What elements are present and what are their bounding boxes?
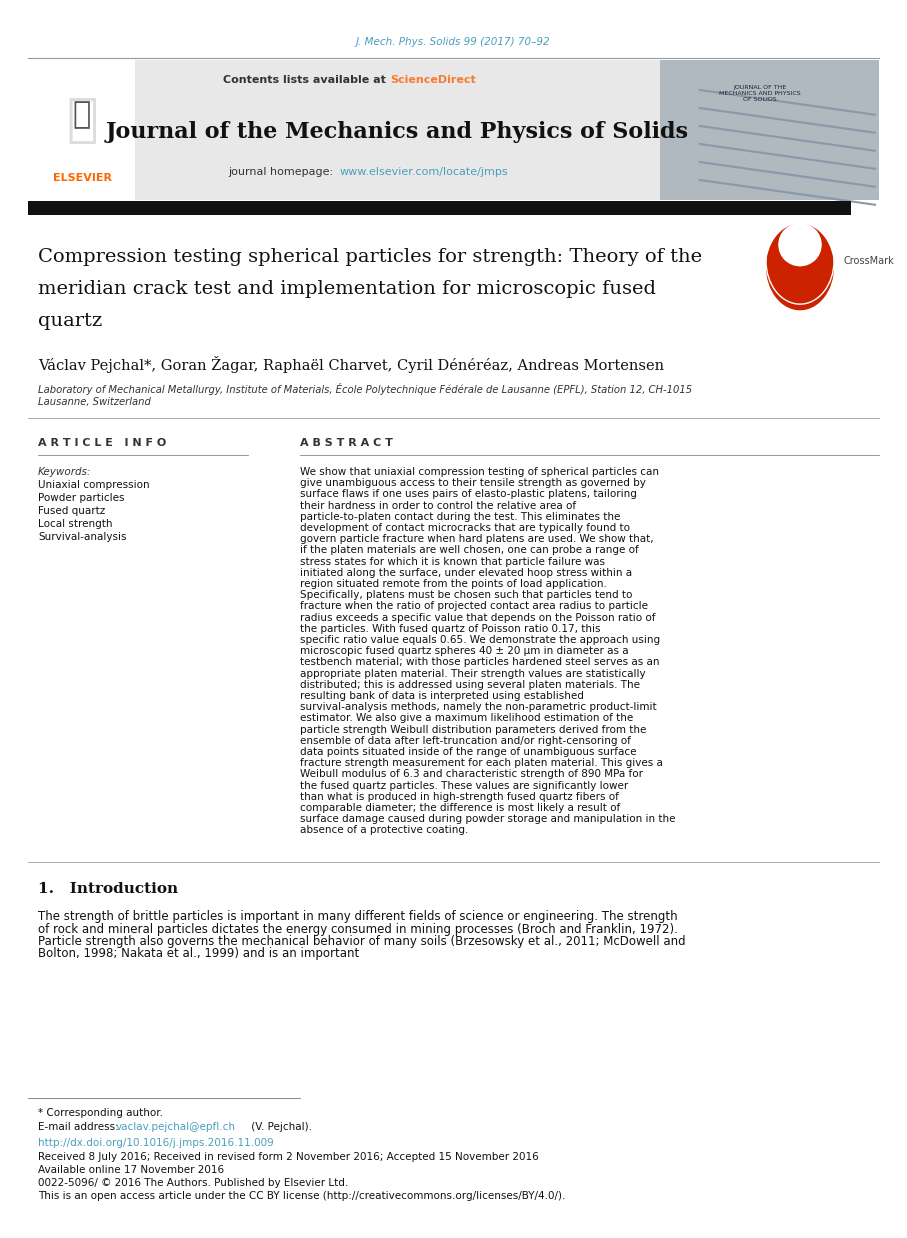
Ellipse shape [773, 249, 827, 305]
Text: (V. Pejchal).: (V. Pejchal). [248, 1122, 312, 1132]
Text: www.elsevier.com/locate/jmps: www.elsevier.com/locate/jmps [340, 167, 509, 177]
Text: initiated along the surface, under elevated hoop stress within a: initiated along the surface, under eleva… [300, 568, 632, 578]
Text: the particles. With fused quartz of Poisson ratio 0.17, this: the particles. With fused quartz of Pois… [300, 624, 600, 634]
Text: their hardness in order to control the relative area of: their hardness in order to control the r… [300, 500, 576, 510]
Text: Laboratory of Mechanical Metallurgy, Institute of Materials, École Polytechnique: Laboratory of Mechanical Metallurgy, Ins… [38, 383, 692, 395]
Text: ELSEVIER: ELSEVIER [53, 173, 112, 183]
Text: distributed; this is addressed using several platen materials. The: distributed; this is addressed using sev… [300, 680, 640, 690]
Text: specific ratio value equals 0.65. We demonstrate the approach using: specific ratio value equals 0.65. We dem… [300, 635, 660, 645]
Text: ScienceDirect: ScienceDirect [390, 76, 476, 85]
Text: estimator. We also give a maximum likelihood estimation of the: estimator. We also give a maximum likeli… [300, 713, 633, 723]
Text: * Corresponding author.: * Corresponding author. [38, 1108, 163, 1118]
Text: E-mail address:: E-mail address: [38, 1122, 122, 1132]
Text: Survival-analysis: Survival-analysis [38, 532, 126, 542]
FancyBboxPatch shape [660, 59, 879, 201]
Text: radius exceeds a specific value that depends on the Poisson ratio of: radius exceeds a specific value that dep… [300, 613, 656, 623]
Text: Journal of the Mechanics and Physics of Solids: Journal of the Mechanics and Physics of … [105, 121, 688, 144]
Text: Particle strength also governs the mechanical behavior of many soils (Brzesowsky: Particle strength also governs the mecha… [38, 935, 686, 948]
Text: fracture when the ratio of projected contact area radius to particle: fracture when the ratio of projected con… [300, 602, 648, 612]
Text: than what is produced in high-strength fused quartz fibers of: than what is produced in high-strength f… [300, 792, 619, 802]
Text: fracture strength measurement for each platen material. This gives a: fracture strength measurement for each p… [300, 758, 663, 769]
Text: govern particle fracture when hard platens are used. We show that,: govern particle fracture when hard plate… [300, 535, 654, 545]
Text: comparable diameter; the difference is most likely a result of: comparable diameter; the difference is m… [300, 803, 620, 813]
Text: This is an open access article under the CC BY license (http://creativecommons.o: This is an open access article under the… [38, 1191, 565, 1201]
Text: Keywords:: Keywords: [38, 467, 92, 477]
FancyBboxPatch shape [135, 59, 660, 201]
Text: ⬛: ⬛ [66, 94, 98, 146]
Text: particle-to-platen contact during the test. This eliminates the: particle-to-platen contact during the te… [300, 511, 620, 521]
Text: region situated remote from the points of load application.: region situated remote from the points o… [300, 579, 607, 589]
Text: http://dx.doi.org/10.1016/j.jmps.2016.11.009: http://dx.doi.org/10.1016/j.jmps.2016.11… [38, 1138, 274, 1148]
Text: the fused quartz particles. These values are significantly lower: the fused quartz particles. These values… [300, 781, 629, 791]
Text: particle strength Weibull distribution parameters derived from the: particle strength Weibull distribution p… [300, 724, 647, 734]
Text: give unambiguous access to their tensile strength as governed by: give unambiguous access to their tensile… [300, 478, 646, 488]
Text: 🌿: 🌿 [73, 100, 91, 130]
Text: JOURNAL OF THE
MECHANICS AND PHYSICS
OF SOLIDS: JOURNAL OF THE MECHANICS AND PHYSICS OF … [719, 85, 801, 102]
Text: Received 8 July 2016; Received in revised form 2 November 2016; Accepted 15 Nove: Received 8 July 2016; Received in revise… [38, 1153, 539, 1162]
Text: J. Mech. Phys. Solids 99 (2017) 70–92: J. Mech. Phys. Solids 99 (2017) 70–92 [356, 37, 551, 47]
FancyBboxPatch shape [28, 59, 135, 201]
Text: Fused quartz: Fused quartz [38, 506, 105, 516]
Text: meridian crack test and implementation for microscopic fused: meridian crack test and implementation f… [38, 280, 656, 298]
Text: A B S T R A C T: A B S T R A C T [300, 438, 393, 448]
Ellipse shape [778, 223, 822, 266]
Ellipse shape [766, 224, 834, 311]
Text: development of contact microcracks that are typically found to: development of contact microcracks that … [300, 522, 630, 534]
Text: journal homepage:: journal homepage: [228, 167, 340, 177]
Text: surface flaws if one uses pairs of elasto-plastic platens, tailoring: surface flaws if one uses pairs of elast… [300, 489, 637, 499]
Text: CrossMark: CrossMark [844, 256, 894, 266]
Text: appropriate platen material. Their strength values are statistically: appropriate platen material. Their stren… [300, 669, 646, 678]
Text: Local strength: Local strength [38, 519, 112, 529]
Text: Specifically, platens must be chosen such that particles tend to: Specifically, platens must be chosen suc… [300, 591, 632, 600]
Text: Václav Pejchal*, Goran Žagar, Raphaël Charvet, Cyril Dénéréaz, Andreas Mortensen: Václav Pejchal*, Goran Žagar, Raphaël Ch… [38, 357, 664, 373]
Text: if the platen materials are well chosen, one can probe a range of: if the platen materials are well chosen,… [300, 546, 639, 556]
Bar [28, 202, 851, 215]
Text: quartz: quartz [38, 312, 102, 331]
Text: Contents lists available at: Contents lists available at [223, 76, 390, 85]
Text: of rock and mineral particles dictates the energy consumed in mining processes (: of rock and mineral particles dictates t… [38, 922, 678, 936]
Text: resulting bank of data is interpreted using established: resulting bank of data is interpreted us… [300, 691, 584, 701]
Text: 0022-5096/ © 2016 The Authors. Published by Elsevier Ltd.: 0022-5096/ © 2016 The Authors. Published… [38, 1179, 348, 1188]
Text: Uniaxial compression: Uniaxial compression [38, 480, 150, 490]
Text: Powder particles: Powder particles [38, 493, 124, 503]
Text: Weibull modulus of 6.3 and characteristic strength of 890 MPa for: Weibull modulus of 6.3 and characteristi… [300, 769, 643, 780]
Text: Lausanne, Switzerland: Lausanne, Switzerland [38, 397, 151, 407]
Text: absence of a protective coating.: absence of a protective coating. [300, 826, 468, 836]
Text: A R T I C L E   I N F O: A R T I C L E I N F O [38, 438, 166, 448]
Text: ensemble of data after left-truncation and/or right-censoring of: ensemble of data after left-truncation a… [300, 735, 631, 745]
Text: survival-analysis methods, namely the non-parametric product-limit: survival-analysis methods, namely the no… [300, 702, 657, 712]
Text: Available online 17 November 2016: Available online 17 November 2016 [38, 1165, 224, 1175]
Text: data points situated inside of the range of unambiguous surface: data points situated inside of the range… [300, 747, 637, 756]
Text: Bolton, 1998; Nakata et al., 1999) and is an important: Bolton, 1998; Nakata et al., 1999) and i… [38, 947, 359, 961]
Text: We show that uniaxial compression testing of spherical particles can: We show that uniaxial compression testin… [300, 467, 659, 477]
Text: testbench material; with those particles hardened steel serves as an: testbench material; with those particles… [300, 657, 659, 667]
Text: surface damage caused during powder storage and manipulation in the: surface damage caused during powder stor… [300, 815, 676, 825]
Text: microscopic fused quartz spheres 40 ± 20 μm in diameter as a: microscopic fused quartz spheres 40 ± 20… [300, 646, 629, 656]
Text: The strength of brittle particles is important in many different fields of scien: The strength of brittle particles is imp… [38, 910, 678, 924]
Text: vaclav.pejchal@epfl.ch: vaclav.pejchal@epfl.ch [116, 1122, 236, 1132]
Text: 1.   Introduction: 1. Introduction [38, 881, 178, 896]
Text: stress states for which it is known that particle failure was: stress states for which it is known that… [300, 557, 605, 567]
Text: Compression testing spherical particles for strength: Theory of the: Compression testing spherical particles … [38, 248, 702, 266]
